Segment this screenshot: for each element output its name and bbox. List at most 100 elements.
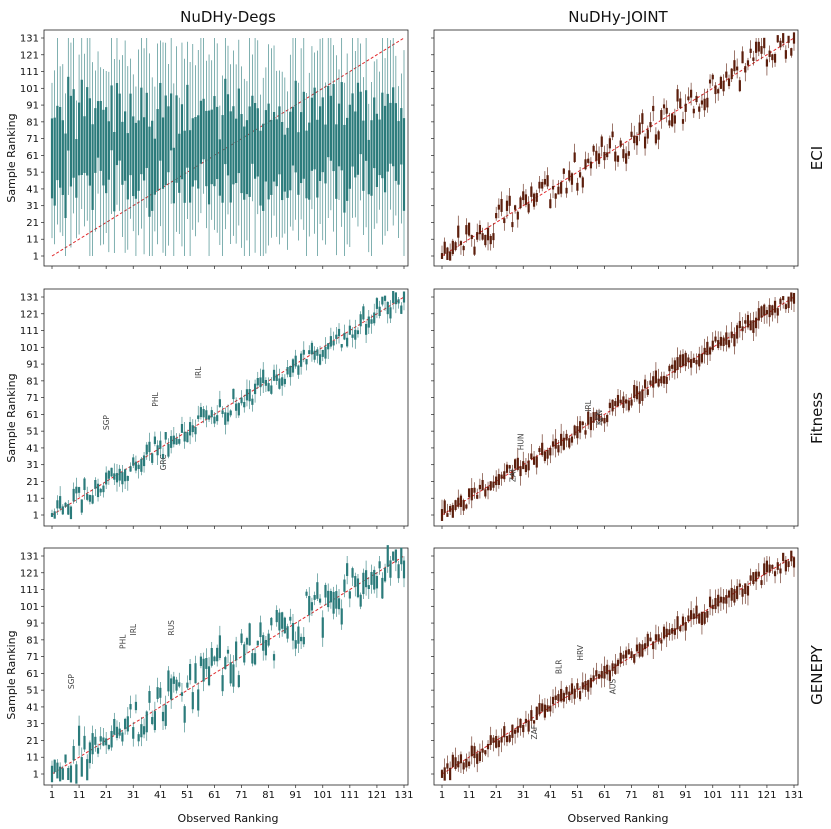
box-mark (297, 621, 300, 653)
box-mark (722, 589, 725, 610)
x-tick-label: 21 (100, 790, 113, 801)
box-mark (232, 388, 235, 404)
box-mark (178, 97, 181, 235)
box-mark (56, 495, 59, 515)
box-mark (503, 722, 506, 746)
box-mark (749, 568, 752, 586)
box-mark (551, 179, 555, 199)
box-mark (67, 38, 70, 195)
box-mark (638, 642, 641, 659)
box-mark (744, 583, 747, 604)
box-mark (733, 327, 736, 355)
box-mark (657, 626, 660, 645)
box-mark (754, 38, 758, 62)
box-mark (294, 349, 297, 369)
box-mark (302, 627, 305, 648)
x-tick-label: 11 (463, 790, 476, 801)
box-mark (180, 416, 184, 433)
box-mark (538, 694, 541, 717)
box-mark (272, 364, 276, 382)
y-tick-label: 1 (33, 511, 39, 522)
box-mark (321, 349, 324, 362)
box-mark (676, 610, 679, 639)
box-mark (370, 564, 373, 594)
box-mark (356, 574, 360, 599)
box-mark (443, 498, 446, 515)
box-mark (641, 109, 644, 133)
box-mark (505, 735, 509, 747)
box-mark (191, 686, 194, 714)
box-mark (142, 48, 146, 255)
box-mark (124, 717, 127, 735)
box-mark (608, 665, 611, 689)
box-mark (229, 409, 232, 418)
panel-eci-joint (431, 29, 799, 269)
box-mark (213, 412, 216, 428)
box-mark (541, 179, 544, 192)
box-mark (776, 35, 779, 43)
box-mark (768, 45, 771, 63)
box-mark (619, 646, 622, 668)
box-mark (508, 188, 511, 214)
box-mark (324, 582, 327, 606)
box-mark (790, 47, 793, 58)
panel-fitness-degs: 1112131415161718191101111121131SGPPHLGRC… (20, 288, 409, 529)
box-mark (538, 445, 541, 456)
box-mark (61, 765, 64, 780)
box-mark (121, 55, 124, 237)
box-mark (343, 82, 346, 256)
row-title-eci: ECI (808, 146, 826, 170)
box-mark (56, 38, 59, 225)
box-mark (549, 696, 552, 717)
box-mark (313, 52, 316, 234)
box-mark (197, 49, 200, 223)
y-tick-label: 91 (26, 360, 39, 371)
box-mark (511, 464, 514, 480)
box-mark (692, 353, 695, 364)
y-tick-label: 1 (33, 770, 39, 781)
box-mark (327, 583, 330, 612)
box-mark (752, 572, 755, 586)
box-mark (587, 152, 590, 165)
box-mark (191, 44, 194, 230)
y-tick-label: 21 (26, 736, 39, 747)
box-mark (229, 654, 232, 687)
box-mark (275, 364, 278, 385)
box-mark (218, 625, 221, 661)
box-mark (654, 362, 658, 384)
box-mark (172, 426, 175, 448)
box-mark (516, 210, 519, 228)
box-mark (102, 482, 105, 498)
box-mark (449, 503, 452, 515)
box-mark (708, 589, 712, 616)
box-mark (80, 747, 83, 777)
box-mark (180, 42, 184, 247)
box-mark (335, 584, 338, 617)
box-mark (676, 84, 679, 109)
annotation-label: BLR (554, 660, 563, 675)
box-mark (243, 394, 246, 413)
x-tick-label: 51 (571, 790, 584, 801)
box-mark (199, 652, 203, 669)
box-mark (183, 58, 186, 256)
box-mark (665, 374, 668, 394)
annotation-label: RUS (167, 620, 176, 636)
box-mark (140, 457, 143, 476)
box-mark (164, 42, 167, 256)
box-mark (733, 50, 736, 75)
box-mark (684, 617, 687, 641)
box-mark (481, 473, 484, 491)
box-mark (324, 82, 327, 245)
box-mark (711, 332, 714, 352)
box-mark (622, 143, 625, 162)
box-mark (102, 68, 105, 245)
box-mark (592, 144, 595, 156)
box-mark (145, 710, 148, 741)
box-mark (256, 640, 259, 646)
y-tick-label: 51 (26, 168, 39, 179)
box-mark (530, 444, 533, 461)
box-mark (616, 658, 620, 674)
box-mark (782, 552, 785, 564)
